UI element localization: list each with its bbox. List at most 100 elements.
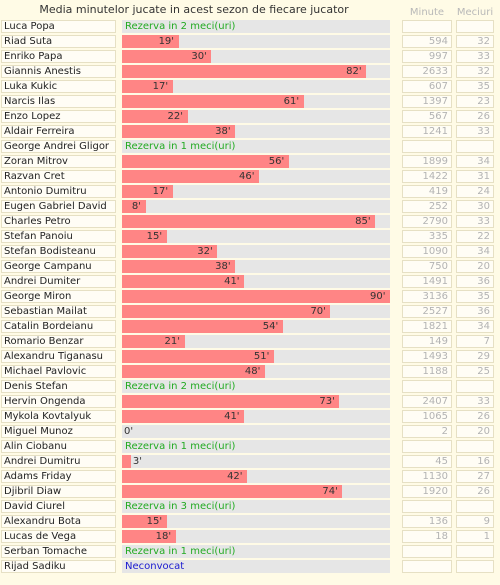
player-row: Luka Kukic 17' 607 35 xyxy=(0,80,500,94)
avg-minutes-bar xyxy=(122,260,236,273)
player-name: Stefan Bodisteanu xyxy=(1,245,116,258)
player-row: Lucas de Vega 18' 18 1 xyxy=(0,530,500,544)
bar-track: 85' xyxy=(122,215,390,228)
matches-cell: 27 xyxy=(456,470,494,483)
bar-track: 41' xyxy=(122,410,390,423)
player-name: Aldair Ferreira xyxy=(1,125,116,138)
minutes-cell xyxy=(402,500,452,513)
avg-minutes-label: 22' xyxy=(167,111,183,122)
bar-track: 41' xyxy=(122,275,390,288)
avg-minutes-bar xyxy=(122,515,167,528)
reserve-note: Rezerva in 2 meci(uri) xyxy=(125,381,236,392)
player-row: Luca Popa Rezerva in 2 meci(uri) xyxy=(0,20,500,34)
minutes-cell xyxy=(402,440,452,453)
bar-track: Rezerva in 1 meci(uri) xyxy=(122,440,390,453)
player-name: Mykola Kovtalyuk xyxy=(1,410,116,423)
player-row: Narcis Ilas 61' 1397 23 xyxy=(0,95,500,109)
avg-minutes-label: 15' xyxy=(146,516,163,527)
avg-minutes-bar xyxy=(122,470,248,483)
matches-cell: 33 xyxy=(456,215,494,228)
player-name: Denis Stefan xyxy=(1,380,116,393)
player-row: Adams Friday 42' 1130 27 xyxy=(0,470,500,484)
player-row: Zoran Mitrov 56' 1899 34 xyxy=(0,155,500,169)
player-row: George Andrei Gligor Rezerva in 1 meci(ur… xyxy=(0,140,500,154)
minutes-cell: 252 xyxy=(402,200,452,213)
player-name: Rijad Sadiku xyxy=(1,560,116,573)
bar-track: 38' xyxy=(122,125,390,138)
avg-minutes-label: 32' xyxy=(197,246,213,257)
matches-cell: 36 xyxy=(456,275,494,288)
bar-track: 21' xyxy=(122,335,390,348)
player-name: Andrei Dumiter xyxy=(1,275,116,288)
matches-cell: 36 xyxy=(456,305,494,318)
minutes-cell: 1090 xyxy=(402,245,452,258)
minutes-cell: 2633 xyxy=(402,65,452,78)
matches-cell xyxy=(456,545,494,558)
avg-minutes-label: 48' xyxy=(244,366,261,377)
matches-cell: 24 xyxy=(456,185,494,198)
player-name: Michael Pavlovic xyxy=(1,365,116,378)
bar-track: 18' xyxy=(122,530,390,543)
avg-minutes-label: 30' xyxy=(191,51,207,62)
avg-minutes-bar xyxy=(122,305,331,318)
matches-cell: 26 xyxy=(456,410,494,423)
minutes-cell: 1130 xyxy=(402,470,452,483)
player-name: Alin Ciobanu xyxy=(1,440,116,453)
bar-track: 90' xyxy=(122,290,390,303)
matches-cell: 25 xyxy=(456,365,494,378)
player-row: Andrei Dumiter 41' 1491 36 xyxy=(0,275,500,289)
avg-minutes-bar xyxy=(122,530,176,543)
bar-track: 51' xyxy=(122,350,390,363)
avg-minutes-label: 3' xyxy=(132,456,143,467)
player-name: George Andrei Gligor xyxy=(1,140,116,153)
bar-track: 0' xyxy=(122,425,390,438)
bar-track: Rezerva in 3 meci(uri) xyxy=(122,500,390,513)
player-name: Antonio Dumitru xyxy=(1,185,116,198)
minutes-cell xyxy=(402,380,452,393)
matches-cell: 32 xyxy=(456,65,494,78)
player-row: Andrei Dumitru 3' 45 16 xyxy=(0,455,500,469)
bar-track: 3' xyxy=(122,455,390,468)
player-row: Enzo Lopez 22' 567 26 xyxy=(0,110,500,124)
matches-cell: 30 xyxy=(456,200,494,213)
avg-minutes-bar xyxy=(122,35,179,48)
avg-minutes-label: 90' xyxy=(370,291,386,302)
player-name: Djibril Diaw xyxy=(1,485,116,498)
reserve-note: Rezerva in 3 meci(uri) xyxy=(125,501,236,512)
avg-minutes-label: 38' xyxy=(215,261,231,272)
avg-minutes-bar xyxy=(122,410,245,423)
minutes-cell: 1899 xyxy=(402,155,452,168)
player-row: Catalin Bordeianu 54' 1821 34 xyxy=(0,320,500,334)
player-name: Catalin Bordeianu xyxy=(1,320,116,333)
bar-track: 38' xyxy=(122,260,390,273)
minutes-cell: 335 xyxy=(402,230,452,243)
player-row: Djibril Diaw 74' 1920 26 xyxy=(0,485,500,499)
minutes-cell: 750 xyxy=(402,260,452,273)
avg-minutes-bar xyxy=(122,215,376,228)
avg-minutes-bar xyxy=(122,245,218,258)
player-row: Charles Petro 85' 2790 33 xyxy=(0,215,500,229)
avg-minutes-label: 74' xyxy=(322,486,338,497)
minutes-cell: 1397 xyxy=(402,95,452,108)
avg-minutes-bar xyxy=(122,290,390,303)
avg-minutes-bar xyxy=(122,95,304,108)
avg-minutes-bar xyxy=(122,320,283,333)
player-name: David Ciurel xyxy=(1,500,116,513)
player-name: Adams Friday xyxy=(1,470,116,483)
avg-minutes-bar xyxy=(122,185,173,198)
avg-minutes-label: 54' xyxy=(262,321,279,332)
avg-minutes-label: 46' xyxy=(238,171,255,182)
player-row: Riad Suta 19' 594 32 xyxy=(0,35,500,49)
player-row: Alexandru Bota 15' 136 9 xyxy=(0,515,500,529)
minutes-cell: 1241 xyxy=(402,125,452,138)
player-name: Sebastian Mailat xyxy=(1,305,116,318)
matches-cell: 7 xyxy=(456,335,494,348)
bar-track: 17' xyxy=(122,185,390,198)
bar-track: 17' xyxy=(122,80,390,93)
matches-cell: 33 xyxy=(456,50,494,63)
bar-track: 22' xyxy=(122,110,390,123)
player-name: Giannis Anestis xyxy=(1,65,116,78)
minutes-cell xyxy=(402,20,452,33)
bar-track: 15' xyxy=(122,515,390,528)
bar-track: 56' xyxy=(122,155,390,168)
